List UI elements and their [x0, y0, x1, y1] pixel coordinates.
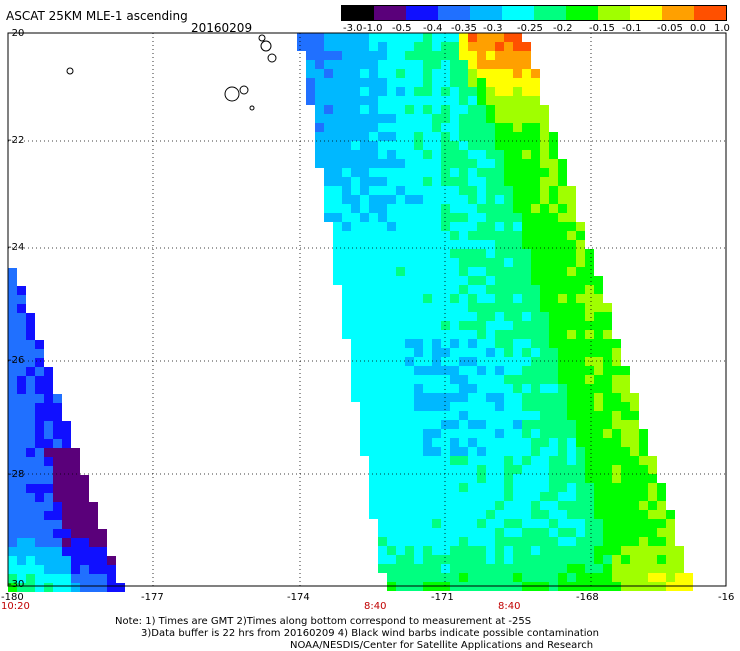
colorbar	[341, 5, 727, 21]
colorbar-label: -0.2	[553, 23, 573, 34]
colorbar-segment	[342, 6, 374, 20]
colorbar-label: 1.0	[714, 23, 730, 34]
colorbar-segment	[502, 6, 534, 20]
colorbar-segment	[566, 6, 598, 20]
product-date: 20160209	[191, 21, 253, 35]
colorbar-label: -1.0	[363, 23, 383, 34]
colorbar-label: -0.05	[657, 23, 683, 34]
lat-label: -24	[8, 242, 25, 253]
lon-label: -177	[141, 592, 164, 603]
colorbar-segment	[470, 6, 502, 20]
map-frame	[7, 32, 727, 587]
island-outlines	[66, 34, 277, 111]
swath-cells	[8, 33, 693, 592]
lon-label: -16	[718, 592, 735, 603]
colorbar-segment	[534, 6, 566, 20]
colorbar-label: -0.3	[483, 23, 503, 34]
colorbar-segment	[662, 6, 694, 20]
colorbar-segment	[438, 6, 470, 20]
note-line-3: NOAA/NESDIS/Center for Satellite Applica…	[290, 640, 594, 651]
colorbar-label: 0.0	[690, 23, 706, 34]
colorbar-label: -0.4	[423, 23, 443, 34]
colorbar-label: -0.35	[451, 23, 477, 34]
lat-label: -28	[8, 469, 25, 480]
lon-label: -180	[1, 592, 24, 603]
lat-label: -26	[8, 355, 25, 366]
colorbar-label: -0.25	[517, 23, 543, 34]
colorbar-segment	[406, 6, 438, 20]
colorbar-label: -0.15	[589, 23, 615, 34]
colorbar-segment	[630, 6, 662, 20]
lon-label: -171	[431, 592, 454, 603]
colorbar-segment	[694, 6, 726, 20]
lon-label: -174	[287, 592, 310, 603]
colorbar-label: -3.0	[343, 23, 363, 34]
colorbar-label: -0.1	[622, 23, 642, 34]
note-line-2: 3)Data buffer is 22 hrs from 20160209 4)…	[141, 628, 599, 639]
colorbar-segment	[374, 6, 406, 20]
colorbar-segment	[598, 6, 630, 20]
lon-label: -168	[576, 592, 599, 603]
product-title: ASCAT 25KM MLE-1 ascending	[6, 9, 188, 23]
pass-time-label: 8:40	[498, 601, 521, 612]
pass-time-label: 10:20	[1, 601, 30, 612]
lat-label: -22	[8, 135, 25, 146]
lat-label: -30	[8, 579, 25, 590]
note-line-1: Note: 1) Times are GMT 2)Times along bot…	[115, 616, 532, 627]
pass-time-label: 8:40	[364, 601, 387, 612]
colorbar-label: -0.5	[392, 23, 412, 34]
lat-label: -20	[8, 28, 25, 39]
graticule	[8, 33, 726, 586]
